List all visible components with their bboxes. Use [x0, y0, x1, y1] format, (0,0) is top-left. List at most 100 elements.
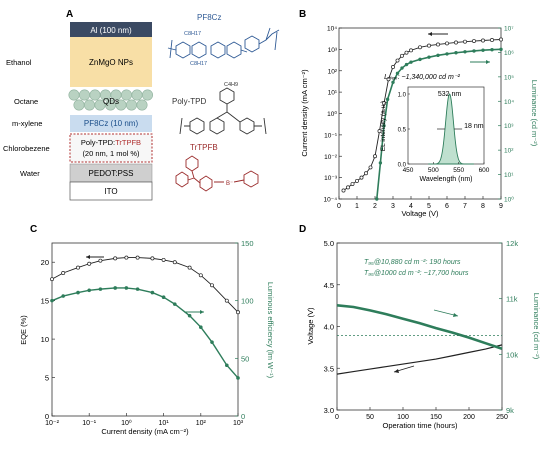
chart-c-point-le — [98, 287, 103, 291]
panel-a-label: A — [66, 9, 73, 20]
chart-c-y2tick-label: 100 — [241, 297, 254, 306]
chart-d-arrowhead-voltage — [394, 369, 399, 373]
chart-b-y2tick-label: 10⁵ — [504, 74, 514, 81]
chart-c-xlabel: Current density (mA cm⁻²) — [101, 427, 189, 436]
chart-b-point-luminance — [400, 66, 404, 70]
chart-b-point-current — [382, 101, 386, 106]
chart-b-point-luminance — [445, 52, 449, 56]
chart-b-y2tick-label: 10¹ — [504, 172, 514, 179]
chart-b-point-current — [445, 41, 449, 46]
chart-b-point-current — [490, 38, 494, 42]
qd-sphere — [89, 89, 101, 101]
chart-b-point-luminance — [378, 161, 383, 165]
chart-c-point-le — [225, 363, 229, 368]
chart-c-y2label: Luminous efficiency (lm W⁻¹) — [266, 282, 275, 379]
layer-znmgo-label: ZnMgO NPs — [89, 58, 133, 67]
chart-c-point-le — [187, 313, 192, 318]
chart-d-xtick-label: 100 — [397, 414, 409, 421]
chart-b-xtick-label: 1 — [355, 203, 359, 210]
layer-al — [70, 22, 152, 37]
chart-c-point-eqe — [161, 257, 166, 262]
chart-b-ytick-label: 10⁻³ — [324, 175, 338, 182]
layer-polytpd-label-2: (20 nm, 1 mol %) — [82, 149, 140, 158]
panel-b-label: B — [299, 9, 306, 20]
solvent-mxylene: m-xylene — [12, 119, 42, 128]
chart-d-xlabel: Operation time (hours) — [382, 421, 458, 430]
chart-b-point-current — [395, 58, 400, 63]
chart-c-point-le — [172, 302, 177, 306]
chart-b-xlabel: Voltage (V) — [401, 209, 439, 218]
layer-polytpd — [69, 133, 153, 163]
chart-c-frame — [51, 242, 239, 417]
qd-sphere — [131, 89, 143, 101]
chart-b-point-luminance — [490, 48, 494, 52]
chart-c-ytick-label: 10 — [41, 335, 49, 344]
qd-sphere — [68, 89, 80, 101]
chart-d-annotation-2: T₉₅@1000 cd m⁻²: ~17,700 hours — [364, 270, 469, 277]
chart-c-series-le-line — [51, 287, 239, 379]
chart-b-y2tick-label: 10³ — [504, 123, 514, 130]
chart-c-point-le — [113, 286, 118, 290]
chart-b-point-luminance — [395, 71, 400, 75]
chart-d-xtick-label: 150 — [430, 414, 442, 421]
chart-b-point-current — [373, 154, 377, 159]
chart-b-xtick-label: 2 — [373, 203, 377, 210]
chart-c-ytick-label: 5 — [45, 374, 49, 383]
chart-d-y2tick-label: 12k — [506, 239, 518, 248]
layer-ito — [69, 181, 153, 201]
chart-d-ytick-label: 4.0 — [324, 323, 334, 332]
chart-c-ytick-label: 15 — [41, 297, 49, 306]
chart-b-point-current — [463, 39, 467, 44]
pf8cz-sub-1: C8H17 — [184, 31, 201, 37]
chart-c-point-le — [236, 376, 240, 380]
chart-b-ytick-label: 10² — [328, 68, 338, 75]
trtpfb-boron: B⁻ — [226, 181, 233, 187]
solvent-ethanol: Ethanol — [6, 58, 32, 67]
chart-c-point-eqe — [124, 255, 129, 260]
inset-ytick-label: 0.0 — [398, 163, 407, 169]
qd-sphere — [142, 89, 154, 101]
chart-c-y2tick-label: 0 — [241, 412, 245, 421]
chart-c-point-eqe — [236, 310, 240, 315]
chart-b-ytick-label: 10⁻⁴ — [324, 197, 338, 204]
chart-b-point-current — [386, 77, 391, 82]
chart-d-xtick-label: 250 — [496, 414, 508, 421]
chart-c-xtick-label: 10⁻² — [45, 420, 59, 427]
chart-c-point-eqe — [76, 265, 80, 270]
chart-b-point-current — [499, 37, 503, 42]
chart-c-point-eqe — [61, 271, 66, 275]
chart-c-arrowhead-le — [200, 310, 204, 314]
chart-c-arrowhead-eqe — [86, 255, 90, 259]
layer-pf8cz-label: PF8Cz (10 nm) — [84, 119, 139, 128]
chart-b-xtick-label: 7 — [463, 203, 467, 210]
inset-xtick-label: 550 — [453, 167, 464, 174]
polytpd-structure: Poly-TPD C4H9 — [172, 82, 267, 135]
chart-b-xtick-label: 4 — [409, 203, 413, 210]
chart-c-point-eqe — [224, 298, 229, 303]
layer-pedot-label: PEDOT:PSS — [89, 169, 134, 178]
chart-d-ytick-label: 3.5 — [324, 364, 334, 373]
chart-d-ytick-label: 4.5 — [324, 281, 334, 290]
layer-pf8cz — [70, 115, 152, 132]
solvent-octane: Octane — [14, 97, 38, 106]
chart-b-point-current — [377, 129, 382, 134]
device-stack: Al (100 nm) ZnMgO NPs Ethanol QDs Octane… — [3, 22, 154, 201]
chart-c-point-eqe — [135, 255, 140, 260]
chart-d-frame — [336, 242, 503, 411]
chart-b-point-current — [409, 48, 413, 53]
chart-b-xtick-label: 5 — [427, 203, 431, 210]
chart-c-point-le — [50, 298, 54, 303]
qd-sphere — [84, 99, 96, 111]
chart-b-point-current — [341, 188, 346, 193]
chart-c-xtick-label: 10¹ — [159, 420, 170, 427]
pf8cz-sub-2: C8H17 — [190, 61, 207, 67]
inset-ylabel: EL intensity (a.u.) — [380, 101, 387, 151]
chart-b-ytick-label: 10⁴ — [327, 26, 337, 33]
chart-c-point-le — [210, 340, 214, 344]
chart-c-point-eqe — [172, 260, 177, 265]
chart-c-xtick-label: 10³ — [233, 420, 244, 427]
chart-b-xtick-label: 8 — [481, 203, 485, 210]
chart-c-y2tick-label: 50 — [241, 354, 249, 363]
chart-d: 0 50 100 150 200 250 3.0 3.5 4.0 4.5 5.0 9k 10k 11k 12… — [306, 239, 541, 430]
